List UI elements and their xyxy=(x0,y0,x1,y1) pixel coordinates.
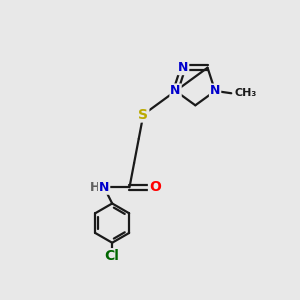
Text: N: N xyxy=(170,84,181,98)
Text: H: H xyxy=(90,181,101,194)
Text: N: N xyxy=(210,84,220,98)
Text: CH₃: CH₃ xyxy=(235,88,257,98)
Text: Cl: Cl xyxy=(105,249,120,263)
Text: O: O xyxy=(149,180,161,194)
Text: N: N xyxy=(99,181,109,194)
Text: S: S xyxy=(138,107,148,122)
Text: N: N xyxy=(178,61,188,74)
